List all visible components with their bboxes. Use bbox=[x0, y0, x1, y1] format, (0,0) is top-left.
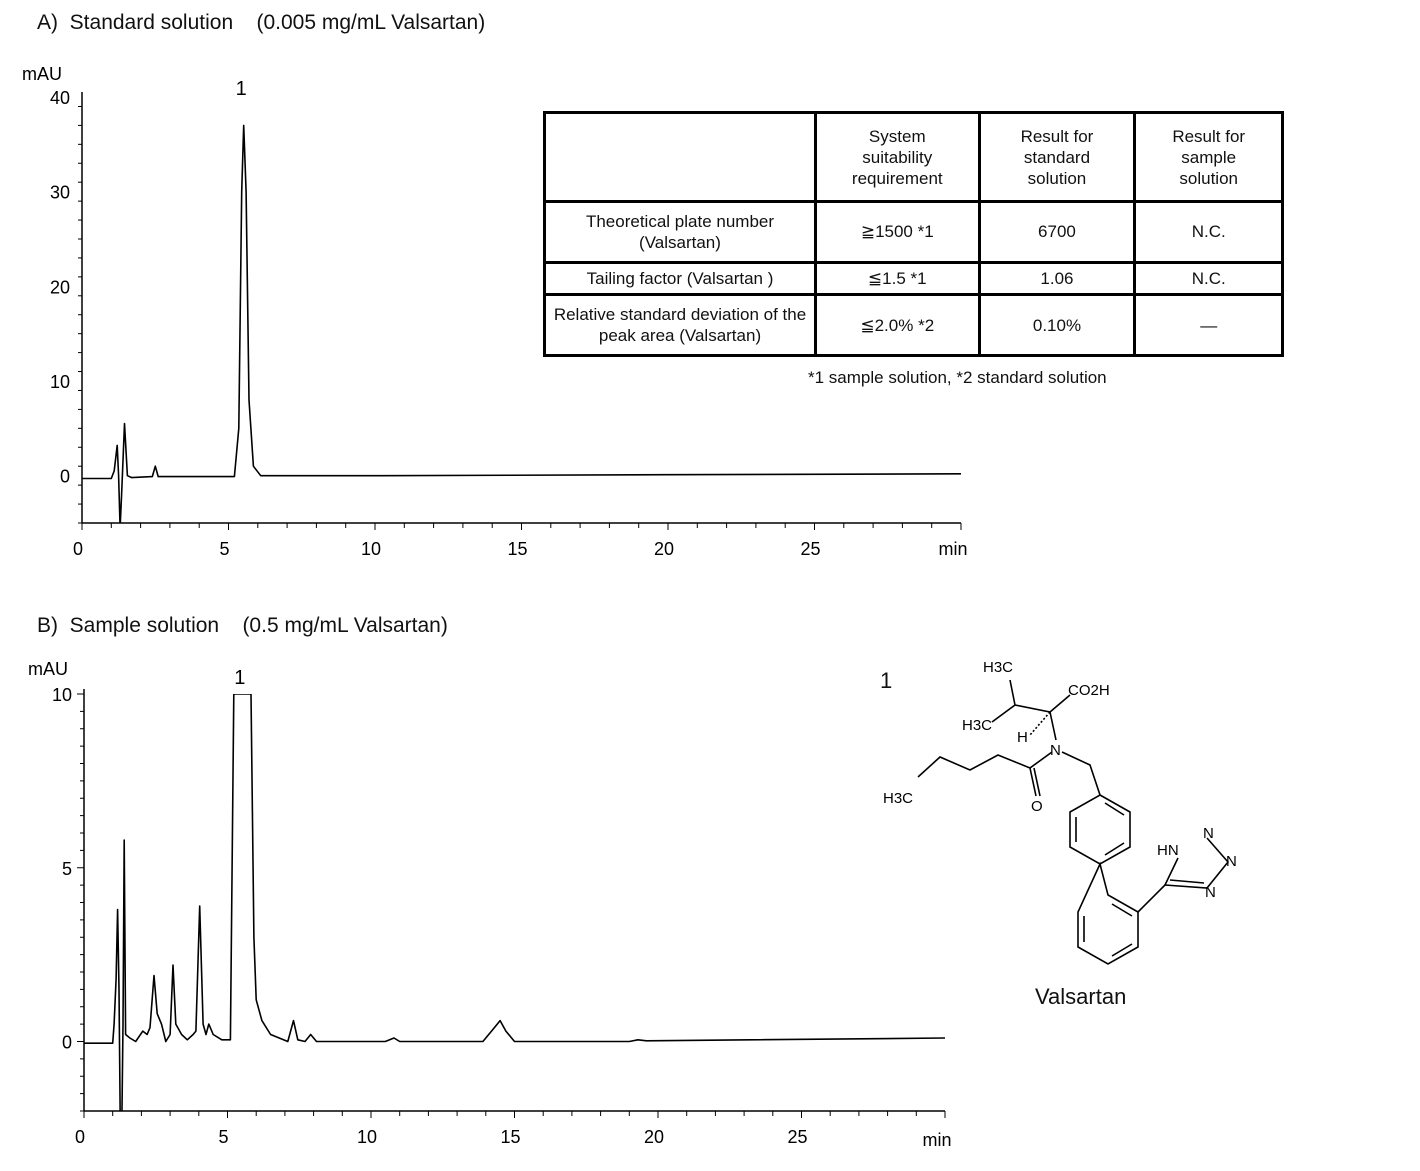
table-header-row: System suitability requirement Result fo… bbox=[543, 110, 1284, 204]
x-tick-label: 0 bbox=[73, 539, 83, 559]
table-header: System suitability requirement bbox=[814, 110, 981, 204]
y-tick-label: 0 bbox=[62, 1033, 72, 1053]
structure-number: 1 bbox=[880, 668, 893, 693]
x-tick-label: 25 bbox=[787, 1127, 807, 1147]
chart-0: 0 10 20 30 40 0 5 10 15 20 25 min mAU 1 bbox=[22, 64, 968, 559]
table-cell: — bbox=[1133, 293, 1284, 357]
panel-b-title: B) Sample solution (0.5 mg/mL Valsartan) bbox=[37, 614, 448, 637]
table-cell: Theoretical plate number (Valsartan) bbox=[543, 200, 817, 264]
structure-name: Valsartan bbox=[1035, 984, 1127, 1009]
table-row: Theoretical plate number (Valsartan) ≧150… bbox=[543, 200, 1284, 264]
table-cell: N.C. bbox=[1133, 260, 1284, 297]
x-tick-label: 0 bbox=[75, 1127, 85, 1147]
table-cell: 6700 bbox=[977, 200, 1137, 264]
chromatogram-trace bbox=[82, 124, 961, 523]
system-suitability-table: System suitability requirement Result fo… bbox=[543, 110, 1284, 357]
table-header: Result for sample solution bbox=[1133, 110, 1284, 204]
x-tick-label: 5 bbox=[219, 539, 229, 559]
x-axis-label: min bbox=[922, 1130, 951, 1150]
table-cell: 0.10% bbox=[977, 293, 1137, 357]
peak-label: 1 bbox=[234, 667, 245, 689]
panel-a-title: A) Standard solution (0.005 mg/mL Valsar… bbox=[37, 11, 486, 34]
table-row: Tailing factor (Valsartan ) ≦1.5 *1 1.06 N.… bbox=[543, 260, 1284, 297]
y-tick-label: 30 bbox=[50, 183, 70, 203]
x-tick-label: 10 bbox=[361, 539, 381, 559]
table-cell: Tailing factor (Valsartan ) bbox=[543, 260, 817, 297]
chart-1: 0 5 10 0 5 10 15 20 25 min mAU 1 bbox=[28, 659, 952, 1150]
y-tick-label: 10 bbox=[50, 372, 70, 392]
table-cell: 1.06 bbox=[977, 260, 1137, 297]
x-tick-label: 15 bbox=[507, 539, 527, 559]
table-footnote: *1 sample solution, *2 standard solution bbox=[808, 368, 1107, 387]
table-header bbox=[543, 110, 817, 204]
x-tick-label: 20 bbox=[644, 1127, 664, 1147]
x-tick-label: 5 bbox=[218, 1127, 228, 1147]
y-tick-label: 0 bbox=[60, 467, 70, 487]
x-tick-label: 15 bbox=[500, 1127, 520, 1147]
table-cell: ≦1.5 *1 bbox=[814, 260, 981, 297]
table-cell: ≧1500 *1 bbox=[814, 200, 981, 264]
y-axis-label: mAU bbox=[22, 64, 62, 84]
y-tick-label: 5 bbox=[62, 859, 72, 879]
chromatogram-trace bbox=[84, 694, 945, 1111]
y-tick-label: 20 bbox=[50, 277, 70, 297]
peak-label: 1 bbox=[236, 78, 247, 100]
x-tick-label: 25 bbox=[800, 539, 820, 559]
y-axis-label: mAU bbox=[28, 659, 68, 679]
x-tick-label: 20 bbox=[654, 539, 674, 559]
table-cell: N.C. bbox=[1133, 200, 1284, 264]
table-header: Result for standard solution bbox=[977, 110, 1137, 204]
x-tick-label: 10 bbox=[357, 1127, 377, 1147]
x-axis-label: min bbox=[938, 539, 967, 559]
y-tick-label: 10 bbox=[52, 685, 72, 705]
table-cell: ≦2.0% *2 bbox=[814, 293, 981, 357]
y-tick-label: 40 bbox=[50, 88, 70, 108]
table-cell: Relative standard deviation of the peak … bbox=[543, 293, 817, 357]
table-row: Relative standard deviation of the peak … bbox=[543, 293, 1284, 357]
